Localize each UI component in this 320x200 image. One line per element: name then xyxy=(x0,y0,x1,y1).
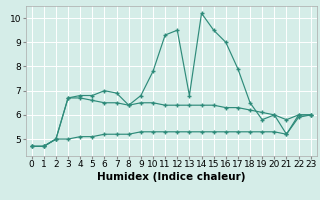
X-axis label: Humidex (Indice chaleur): Humidex (Indice chaleur) xyxy=(97,172,245,182)
